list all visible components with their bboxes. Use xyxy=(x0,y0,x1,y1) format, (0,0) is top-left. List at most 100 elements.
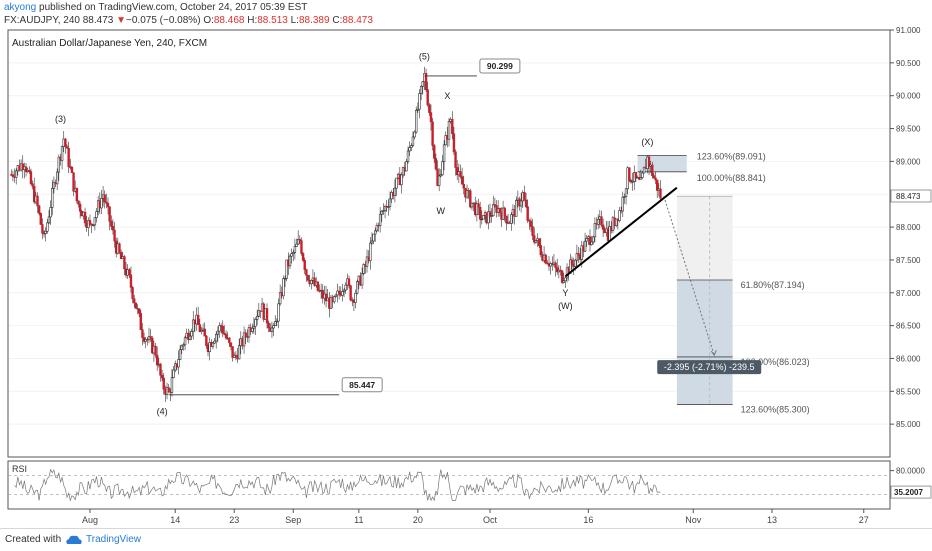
candle-body xyxy=(172,369,175,378)
candle-body xyxy=(408,147,411,152)
candle-body xyxy=(577,253,580,256)
candle-body xyxy=(433,145,436,159)
candle-body xyxy=(182,344,185,347)
candle-body xyxy=(370,240,374,244)
candle-body xyxy=(300,240,303,254)
candle-body xyxy=(624,188,628,197)
candle-body xyxy=(292,252,295,254)
candle-body xyxy=(295,243,298,247)
rsi-tick-label: 80.0000 xyxy=(896,467,925,476)
candle-body xyxy=(196,314,200,325)
candle-body xyxy=(426,89,429,106)
candle-body xyxy=(539,245,543,255)
candle-body xyxy=(570,259,574,265)
candle-body xyxy=(421,81,424,87)
candle-body xyxy=(498,208,502,213)
candle-body xyxy=(623,196,626,198)
footer: Created with TradingView xyxy=(0,528,932,551)
rsi-label: RSI xyxy=(12,464,27,474)
candle-body xyxy=(36,195,39,207)
x-tick-label: 11 xyxy=(354,515,363,525)
candle-body xyxy=(301,253,305,261)
candle-body xyxy=(33,185,36,203)
axes: Australian Dollar/Japanese Yen, 240, FXC… xyxy=(7,26,932,525)
candle-body xyxy=(334,294,338,297)
candle-body xyxy=(129,274,133,288)
fib-bottom-zone xyxy=(676,280,733,405)
candle-body xyxy=(462,183,465,189)
candle-body xyxy=(418,93,421,110)
y-tick-label: 89.500 xyxy=(896,125,921,134)
y-tick-label: 91.000 xyxy=(896,26,921,35)
candle-body xyxy=(400,174,403,186)
candle-body xyxy=(442,144,446,162)
candle-body xyxy=(105,201,108,204)
last-price-label: 88.473 xyxy=(896,192,921,201)
candle-body xyxy=(642,166,646,174)
callout-box xyxy=(341,377,383,393)
candle-body xyxy=(406,150,410,162)
projection-label-box xyxy=(657,360,762,375)
candle-body xyxy=(329,296,333,309)
y-tick-label: 90.000 xyxy=(896,92,921,101)
candle-body xyxy=(288,255,292,267)
candle-body xyxy=(192,319,195,332)
candle-body xyxy=(233,354,236,358)
candle-body xyxy=(77,200,80,205)
candle-body xyxy=(67,147,70,168)
candle-body xyxy=(492,204,495,217)
candle-body xyxy=(231,346,234,358)
candle-body xyxy=(316,281,320,291)
candle-body xyxy=(224,334,228,339)
candle-body xyxy=(83,211,87,224)
candle-body xyxy=(229,342,233,347)
candle-body xyxy=(298,239,302,241)
y-tick-label: 87.000 xyxy=(896,289,921,298)
candle-body xyxy=(154,345,157,356)
x-tick-label: Sep xyxy=(285,515,301,525)
candle-body xyxy=(621,196,624,212)
candle-body xyxy=(534,240,538,243)
candle-body xyxy=(641,172,644,178)
candle-body xyxy=(242,332,246,347)
fib-top-label: 123.60%(89.091) xyxy=(697,151,766,161)
candle-body xyxy=(515,200,518,217)
candle-body xyxy=(618,210,621,221)
wave-label: (3) xyxy=(55,114,66,124)
candle-body xyxy=(631,181,634,183)
candle-body xyxy=(47,216,51,224)
candle-body xyxy=(139,312,142,330)
candle-body xyxy=(119,252,123,260)
candle-body xyxy=(459,171,462,177)
fib-bottom-label: 100.00%(86.023) xyxy=(741,357,810,367)
candle-body xyxy=(162,377,165,390)
candle-body xyxy=(90,223,93,226)
tradingview-link[interactable]: TradingView xyxy=(86,534,142,545)
candle-body xyxy=(560,270,564,283)
annotations: -2.395 (-2.71%) -239.5 (3) (4) (5) X W Y (W) (X)… xyxy=(55,52,762,416)
candle-body xyxy=(455,167,459,176)
candle-body xyxy=(382,210,385,212)
candle-body xyxy=(65,146,69,149)
candle-body xyxy=(365,256,369,267)
candle-body xyxy=(70,166,74,173)
candle-body xyxy=(64,138,67,147)
candle-body xyxy=(211,342,215,347)
candle-body xyxy=(149,336,152,339)
fib-top-label: 100.00%(88.841) xyxy=(697,173,766,183)
candle-body xyxy=(218,325,221,332)
price-chart[interactable]: 123.60%(89.091) 100.00%(88.841) 61.80%(87.… xyxy=(0,0,932,528)
ohlc-open: O:88.468 xyxy=(203,15,245,26)
author-link[interactable]: akyong xyxy=(4,2,37,13)
candle-body xyxy=(388,198,392,207)
candle-body xyxy=(244,332,247,338)
candle-body xyxy=(647,156,651,167)
candle-body xyxy=(360,273,364,286)
last-price: 88.473 xyxy=(82,15,114,26)
x-tick-label: 20 xyxy=(413,515,423,525)
candle-body xyxy=(103,194,106,203)
candle-body xyxy=(131,287,134,300)
candle-body xyxy=(151,337,154,354)
candle-body xyxy=(375,224,379,232)
candle-body xyxy=(49,207,52,218)
